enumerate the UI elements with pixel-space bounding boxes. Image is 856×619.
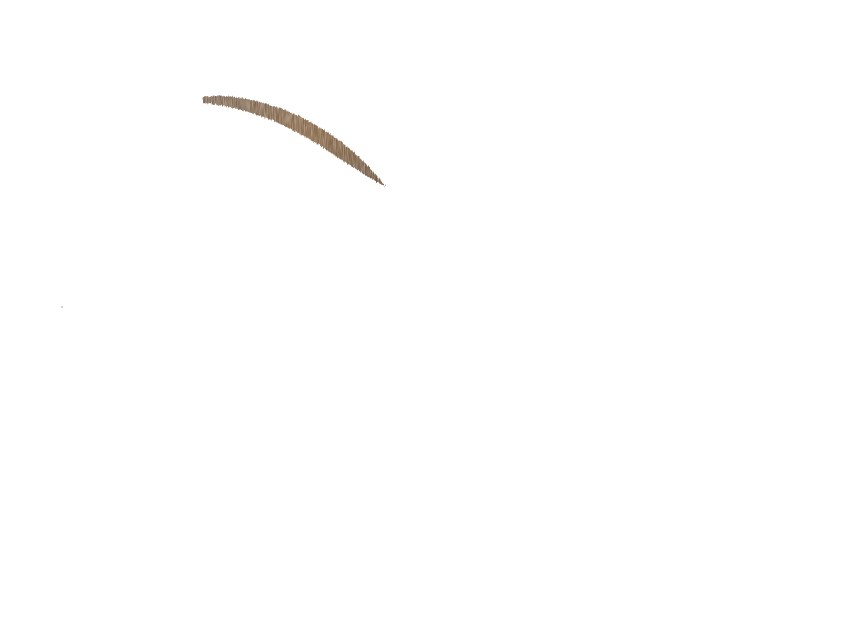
- brush-stroke: [203, 96, 386, 187]
- speck: [61, 306, 63, 308]
- eyebrow-stroke: [203, 96, 386, 187]
